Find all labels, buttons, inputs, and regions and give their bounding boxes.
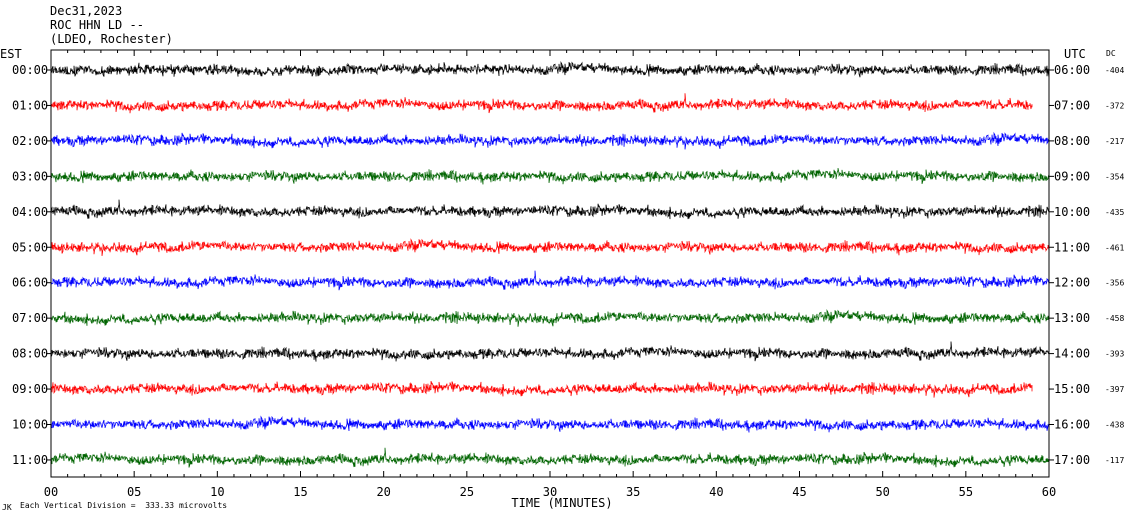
network-name: (LDEO, Rochester) <box>50 32 173 46</box>
dc-offset-value: -438 <box>1105 421 1124 430</box>
est-time-label: 11:00 <box>12 453 48 467</box>
trace-row-0600 <box>50 270 1050 291</box>
utc-time-label: 08:00 <box>1054 134 1090 148</box>
x-tick-label: 55 <box>959 485 973 499</box>
dc-offset-value: -356 <box>1105 279 1124 288</box>
x-tick-label: 25 <box>460 485 474 499</box>
trace-row-1100 <box>50 447 1050 468</box>
station-code: ROC HHN LD -- <box>50 18 144 32</box>
dc-offset-value: -404 <box>1105 66 1124 75</box>
utc-time-label: 17:00 <box>1054 453 1090 467</box>
dc-offset-value: -461 <box>1105 243 1124 252</box>
trace-row-0100 <box>50 93 1033 114</box>
plot-date: Dec31,2023 <box>50 4 123 18</box>
dc-offset-value: -372 <box>1105 101 1124 110</box>
est-time-label: 09:00 <box>12 382 48 396</box>
x-tick-label: 45 <box>792 485 806 499</box>
plot-frame <box>50 49 1050 478</box>
est-time-label: 04:00 <box>12 205 48 219</box>
est-time-label: 05:00 <box>12 240 48 254</box>
utc-time-label: 10:00 <box>1054 205 1090 219</box>
est-time-label: 10:00 <box>12 418 48 432</box>
x-tick-label: 05 <box>127 485 141 499</box>
trace-row-1000 <box>50 415 1050 433</box>
x-tick-label: 15 <box>293 485 307 499</box>
x-tick-label: 30 <box>543 485 557 499</box>
trace-row-0300 <box>50 168 1050 185</box>
utc-time-label: 15:00 <box>1054 382 1090 396</box>
trace-row-0800 <box>50 341 1050 362</box>
trace-row-0500 <box>50 238 1050 256</box>
dc-offset-value: -117 <box>1105 456 1124 465</box>
x-axis-label: TIME (MINUTES) <box>511 496 612 510</box>
trace-row-0200 <box>50 131 1050 150</box>
corner-mark: JK <box>2 503 12 512</box>
dc-column-header: DC <box>1106 49 1116 58</box>
est-time-label: 08:00 <box>12 347 48 361</box>
est-time-label: 00:00 <box>12 63 48 77</box>
est-time-label: 02:00 <box>12 134 48 148</box>
dc-offset-value: -217 <box>1105 137 1124 146</box>
dc-offset-value: -458 <box>1105 314 1124 323</box>
utc-axis-label: UTC <box>1064 47 1086 61</box>
trace-row-0000 <box>50 60 1050 79</box>
x-tick-label: 10 <box>210 485 224 499</box>
utc-time-label: 11:00 <box>1054 240 1090 254</box>
utc-time-label: 07:00 <box>1054 98 1090 112</box>
utc-time-label: 13:00 <box>1054 311 1090 325</box>
est-axis-label: EST <box>0 47 22 61</box>
dc-offset-value: -397 <box>1105 385 1124 394</box>
est-time-label: 03:00 <box>12 169 48 183</box>
x-tick-label: 20 <box>376 485 390 499</box>
est-time-label: 01:00 <box>12 98 48 112</box>
dc-offset-value: -393 <box>1105 350 1124 359</box>
est-time-label: 06:00 <box>12 276 48 290</box>
x-tick-label: 35 <box>626 485 640 499</box>
trace-row-0700 <box>50 309 1050 327</box>
trace-row-0900 <box>50 380 1033 398</box>
dc-offset-value: -354 <box>1105 172 1124 181</box>
trace-row-0400 <box>50 199 1050 220</box>
x-tick-label: 50 <box>875 485 889 499</box>
est-time-label: 07:00 <box>12 311 48 325</box>
x-tick-label: 40 <box>709 485 723 499</box>
vertical-scale-note: Each Vertical Division = 333.33 microvol… <box>20 501 228 510</box>
utc-time-label: 09:00 <box>1054 169 1090 183</box>
utc-time-label: 16:00 <box>1054 418 1090 432</box>
utc-time-label: 12:00 <box>1054 276 1090 290</box>
utc-time-label: 06:00 <box>1054 63 1090 77</box>
utc-time-label: 14:00 <box>1054 347 1090 361</box>
x-tick-label: 60 <box>1042 485 1056 499</box>
dc-offset-value: -435 <box>1105 208 1124 217</box>
x-tick-label: 00 <box>44 485 58 499</box>
